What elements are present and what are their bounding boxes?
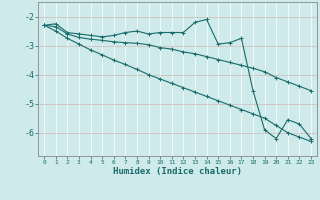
X-axis label: Humidex (Indice chaleur): Humidex (Indice chaleur) <box>113 167 242 176</box>
